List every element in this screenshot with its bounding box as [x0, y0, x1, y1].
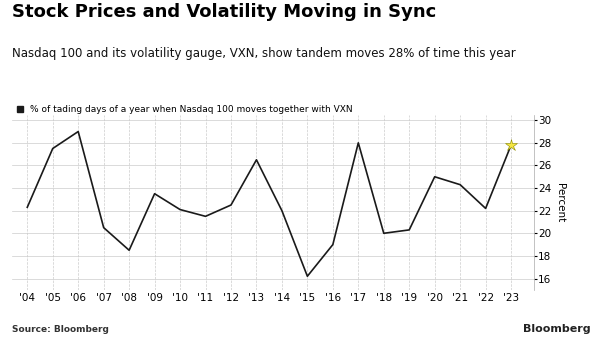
Text: Bloomberg: Bloomberg — [523, 324, 591, 334]
Legend: % of tading days of a year when Nasdaq 100 moves together with VXN: % of tading days of a year when Nasdaq 1… — [17, 105, 353, 114]
Y-axis label: Percent: Percent — [556, 183, 565, 222]
Text: Source: Bloomberg: Source: Bloomberg — [12, 325, 109, 334]
Text: Stock Prices and Volatility Moving in Sync: Stock Prices and Volatility Moving in Sy… — [12, 3, 436, 21]
Text: Nasdaq 100 and its volatility gauge, VXN, show tandem moves 28% of time this yea: Nasdaq 100 and its volatility gauge, VXN… — [12, 47, 516, 60]
